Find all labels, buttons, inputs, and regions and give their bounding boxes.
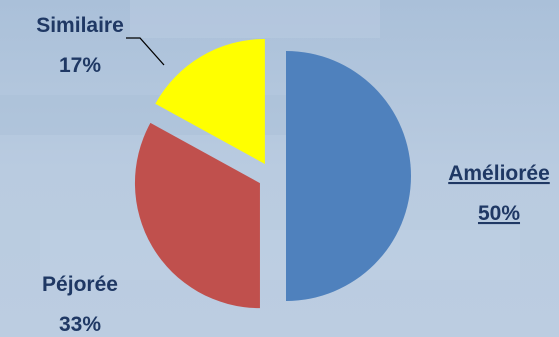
- leader-line-similaire: [126, 37, 165, 66]
- slice-value-similaire: 17%: [59, 54, 101, 77]
- slice-label-amelioree: Améliorée: [448, 162, 550, 185]
- pie-slice-similaire: [155, 38, 265, 164]
- slice-value-amelioree: 50%: [478, 202, 520, 225]
- slice-label-similaire: Similaire: [36, 14, 124, 37]
- slice-value-pejoree: 33%: [59, 313, 101, 336]
- pie-slice-amelioree: [286, 51, 411, 301]
- pie-slice-pejoree: [134, 122, 260, 309]
- slice-label-pejoree: Péjorée: [42, 273, 118, 296]
